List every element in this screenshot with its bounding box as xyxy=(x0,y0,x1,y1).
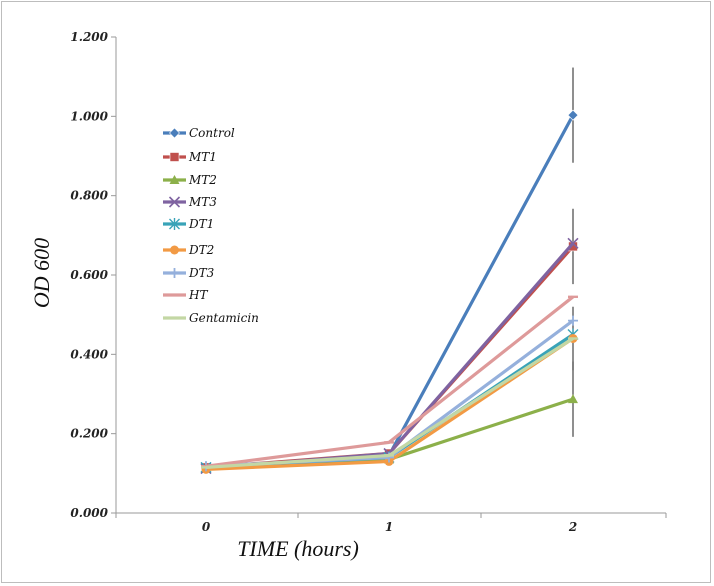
series-gentamicin xyxy=(201,337,578,469)
series-mt3 xyxy=(200,237,579,475)
series-line xyxy=(205,245,575,469)
legend-item: HT xyxy=(163,288,208,302)
y-tick-label: 0.800 xyxy=(70,189,108,203)
series-line xyxy=(205,333,574,469)
legend-label: DT2 xyxy=(188,243,214,257)
legend-label: Gentamicin xyxy=(189,311,259,325)
legend-item: MT3 xyxy=(163,195,217,209)
y-axis-title: OD 600 xyxy=(29,238,54,308)
x-tick-label: 2 xyxy=(568,520,577,534)
legend-marker xyxy=(169,175,180,184)
y-tick-label: 0.400 xyxy=(70,347,108,361)
series-dt1 xyxy=(200,328,579,474)
series-lines xyxy=(200,109,579,475)
y-tick-label: 1.200 xyxy=(70,30,108,44)
legend-marker xyxy=(169,218,180,230)
legend-label: MT3 xyxy=(188,195,217,209)
y-tick-label: 0.000 xyxy=(70,506,108,520)
series-line xyxy=(205,114,575,469)
y-tick-label: 0.600 xyxy=(70,268,108,282)
legend-marker xyxy=(169,127,180,139)
legend-marker xyxy=(169,152,180,162)
y-tick-label: 1.000 xyxy=(70,109,108,123)
data-point xyxy=(567,109,579,121)
legend-label: HT xyxy=(188,288,208,302)
legend-item: MT2 xyxy=(163,173,217,187)
legend-item: Control xyxy=(163,126,235,140)
legend-label: Control xyxy=(189,126,235,140)
legend-marker xyxy=(168,196,181,208)
x-tick-label: 0 xyxy=(202,520,211,534)
legend-marker xyxy=(170,245,179,255)
x-axis-title: TIME (hours) xyxy=(237,536,359,561)
series-line xyxy=(205,242,575,471)
legend-marker xyxy=(169,268,180,278)
data-point xyxy=(568,394,578,404)
legend-item: DT3 xyxy=(163,266,215,280)
data-point xyxy=(568,315,578,326)
data-point xyxy=(567,237,579,249)
legend-label: MT2 xyxy=(188,173,217,187)
series-mt1 xyxy=(201,241,578,473)
legend-item: Gentamicin xyxy=(163,311,259,325)
series-control xyxy=(200,109,579,473)
legend-label: MT1 xyxy=(188,150,217,164)
legend-label: DT3 xyxy=(188,266,215,280)
x-ticks: 0 1 2 xyxy=(115,513,667,534)
series-line xyxy=(205,319,574,468)
legend-item: DT1 xyxy=(163,217,214,231)
legend-label: DT1 xyxy=(188,217,214,231)
series-line xyxy=(205,295,574,468)
x-tick-label: 1 xyxy=(385,520,393,534)
series-line xyxy=(205,337,574,469)
y-ticks: 0.000 0.200 0.400 0.600 0.800 1.000 1.200 xyxy=(70,30,116,520)
legend: Control MT1 MT2 MT3 DT1 DT2 DT3 HT Gentamicin xyxy=(163,126,259,325)
legend-item: DT2 xyxy=(163,243,214,257)
y-tick-label: 0.200 xyxy=(70,427,108,441)
legend-item: MT1 xyxy=(163,150,217,164)
